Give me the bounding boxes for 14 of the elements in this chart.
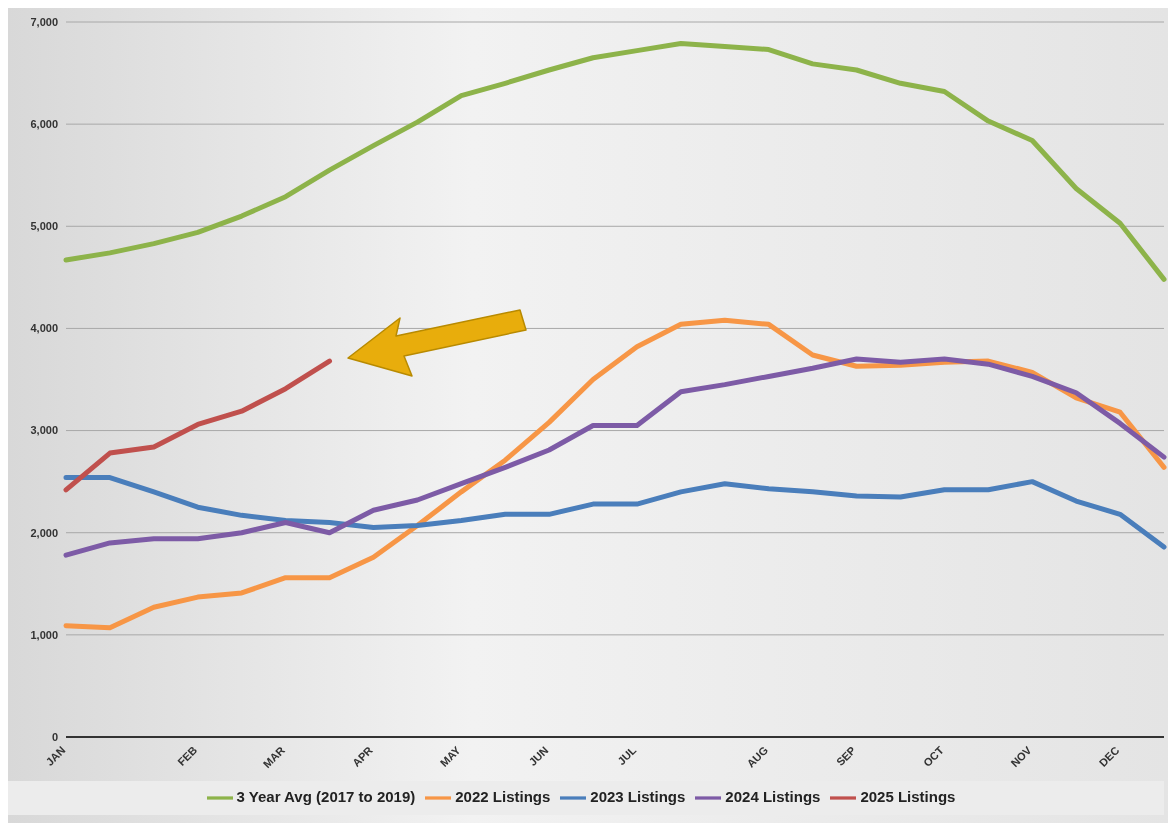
y-tick-label: 0 — [51, 730, 58, 743]
y-tick-label: 4,000 — [30, 322, 58, 335]
y-tick-label: 3,000 — [30, 424, 58, 437]
legend-label: 2025 Listings — [860, 787, 956, 805]
y-tick-label: 6,000 — [30, 118, 58, 131]
y-tick-label: 1,000 — [30, 628, 58, 641]
legend-label: 3 Year Avg (2017 to 2019) — [236, 787, 416, 805]
y-tick-label: 2,000 — [30, 526, 58, 539]
y-tick-label: 5,000 — [30, 220, 58, 233]
legend-label: 2024 Listings — [725, 787, 821, 805]
legend-label: 2022 Listings — [455, 787, 551, 805]
y-tick-label: 7,000 — [30, 15, 58, 28]
legend-label: 2023 Listings — [590, 787, 686, 805]
x-tick-label: JUL — [615, 743, 639, 768]
